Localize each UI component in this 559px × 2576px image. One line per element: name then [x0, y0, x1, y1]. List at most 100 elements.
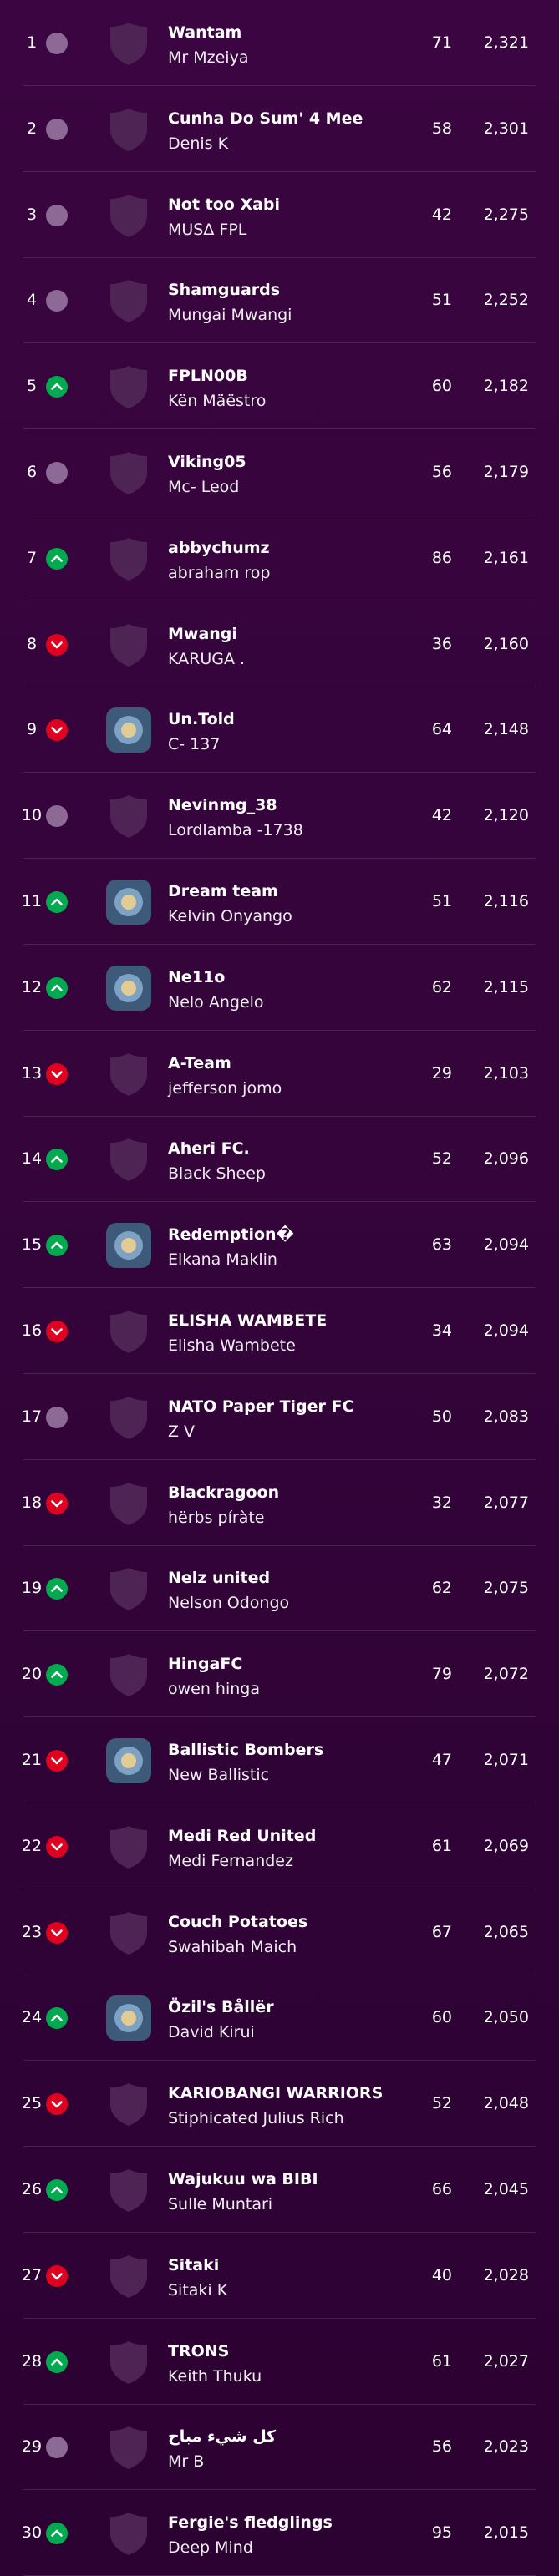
team-name[interactable]: Un.Told: [168, 710, 235, 729]
team-name[interactable]: Ne11o: [168, 967, 226, 986]
total-points: 2,094: [483, 1235, 529, 1255]
standing-row[interactable]: 3 Not too Xabi MUSΔ FPL 42 2,275: [0, 172, 559, 258]
team-name[interactable]: Mwangi: [168, 624, 237, 643]
team-name[interactable]: Fergie's fledglings: [168, 2513, 333, 2533]
standing-row[interactable]: 17 NATO Paper Tiger FC Z V 50 2,083: [0, 1374, 559, 1460]
team-name[interactable]: TRONS: [168, 2341, 230, 2360]
gameweek-points: 51: [431, 291, 452, 310]
team-name[interactable]: Nevinmg_38: [168, 796, 277, 815]
team-name[interactable]: كل شيء مباح: [168, 2427, 277, 2447]
team-badge: [106, 880, 151, 925]
total-points: 2,120: [483, 806, 529, 825]
standing-row[interactable]: 24 Özil's Bållër David Kirui 60 2,050: [0, 1975, 559, 2061]
total-points: 2,075: [483, 1579, 529, 1598]
rank: 15: [21, 1235, 43, 1255]
team-name[interactable]: Blackragoon: [168, 1483, 280, 1502]
manager-name: abraham rop: [168, 563, 271, 582]
standing-row[interactable]: 30 Fergie's fledglings Deep Mind 95 2,015: [0, 2490, 559, 2576]
gameweek-points: 32: [431, 1493, 452, 1512]
row-divider: [23, 1544, 536, 1546]
team-name[interactable]: Özil's Bållër: [168, 1998, 274, 2017]
standing-row[interactable]: 21 Ballistic Bombers New Ballistic 47 2,071: [0, 1717, 559, 1803]
gameweek-points: 79: [431, 1665, 452, 1684]
team-badge: [110, 2340, 147, 2384]
standing-row[interactable]: 14 Aheri FC. Black Sheep 52 2,096: [0, 1116, 559, 1203]
gameweek-points: 52: [431, 2094, 452, 2113]
total-points: 2,096: [483, 1149, 529, 1169]
total-points: 2,045: [483, 2180, 529, 2198]
manager-name: Elkana Maklin: [168, 1250, 277, 1270]
manager-name: Mungai Mwangi: [168, 306, 292, 325]
team-name[interactable]: ELISHA WAMBETE: [168, 1311, 328, 1330]
movement-same: [46, 204, 68, 226]
standing-row[interactable]: 12 Ne11o Nelo Angelo 62 2,115: [0, 945, 559, 1031]
movement-up: [46, 547, 68, 570]
team-name[interactable]: Viking05: [168, 453, 246, 471]
standing-row[interactable]: 4 Shamguards Mungai Mwangi 51 2,252: [0, 257, 559, 344]
standing-row[interactable]: 28 TRONS Keith Thuku 61 2,027: [0, 2319, 559, 2405]
gameweek-points: 36: [431, 634, 452, 653]
team-badge: [106, 1223, 151, 1269]
team-badge: [110, 537, 147, 581]
team-name[interactable]: Shamguards: [168, 281, 281, 300]
team-name[interactable]: Ballistic Bombers: [168, 1741, 324, 1759]
team-name[interactable]: A-Team: [168, 1053, 231, 1072]
team-name[interactable]: Couch Potatoes: [168, 1912, 308, 1931]
standing-row[interactable]: 6 Viking05 Mc- Leod 56 2,179: [0, 429, 559, 515]
team-name[interactable]: HingaFC: [168, 1655, 243, 1674]
standing-row[interactable]: 29 كل شيء مباح Mr B 56 2,023: [0, 2404, 559, 2491]
standing-row[interactable]: 7 abbychumz abraham rop 86 2,161: [0, 515, 559, 601]
movement-same: [46, 462, 68, 484]
team-name[interactable]: Not too Xabi: [168, 195, 281, 214]
standing-row[interactable]: 19 Nelz united Nelson Odongo 62 2,075: [0, 1545, 559, 1632]
manager-name: Deep Mind: [168, 2538, 253, 2558]
team-badge: [110, 23, 147, 65]
standing-row[interactable]: 1 Wantam Mr Mzeiya 71 2,321: [0, 0, 559, 86]
standing-row[interactable]: 26 Wajukuu wa BIBI Sulle Muntari 66 2,045: [0, 2147, 559, 2233]
row-divider: [23, 1716, 536, 1718]
total-points: 2,072: [483, 1665, 529, 1684]
standing-row[interactable]: 10 Nevinmg_38 Lordlamba -1738 42 2,120: [0, 773, 559, 860]
standing-row[interactable]: 13 A-Team jefferson jomo 29 2,103: [0, 1031, 559, 1117]
standing-row[interactable]: 11 Dream team Kelvin Onyango 51 2,116: [0, 859, 559, 945]
team-name[interactable]: Aheri FC.: [168, 1139, 250, 1159]
standing-row[interactable]: 9 Un.Told C- 137 64 2,148: [0, 687, 559, 773]
manager-name: Denis K: [168, 134, 229, 153]
movement-same: [46, 118, 68, 140]
team-name[interactable]: Medi Red United: [168, 1826, 317, 1845]
movement-up: [46, 376, 68, 398]
team-name[interactable]: Wantam: [168, 23, 242, 42]
standing-row[interactable]: 16 ELISHA WAMBETE Elisha Wambete 34 2,094: [0, 1288, 559, 1374]
team-name[interactable]: NATO Paper Tiger FC: [168, 1397, 354, 1416]
row-divider: [23, 858, 536, 860]
standing-row[interactable]: 8 Mwangi KARUGA . 36 2,160: [0, 601, 559, 687]
standing-row[interactable]: 23 Couch Potatoes Swahibah Maich 67 2,065: [0, 1889, 559, 1975]
row-divider: [23, 1201, 536, 1203]
standing-row[interactable]: 20 HingaFC owen hinga 79 2,072: [0, 1631, 559, 1718]
team-name[interactable]: Redemption�: [168, 1225, 294, 1245]
total-points: 2,094: [483, 1321, 529, 1340]
total-points: 2,103: [483, 1063, 529, 1083]
team-badge: [110, 2513, 147, 2556]
team-badge: [110, 1311, 147, 1353]
standing-row[interactable]: 25 KARIOBANGI WARRIORS Stiphicated Julius …: [0, 2061, 559, 2148]
team-name[interactable]: Sitaki: [168, 2255, 220, 2274]
team-name[interactable]: Nelz united: [168, 1569, 271, 1588]
standing-row[interactable]: 22 Medi Red United Medi Fernandez 61 2,069: [0, 1803, 559, 1889]
standing-row[interactable]: 2 Cunha Do Sum' 4 Mee Denis K 58 2,301: [0, 86, 559, 172]
standing-row[interactable]: 5 FPLN00B Kën Mäëstro 60 2,182: [0, 343, 559, 430]
team-name[interactable]: Cunha Do Sum' 4 Mee: [168, 109, 363, 128]
standing-row[interactable]: 18 Blackragoon hërbs píràte 32 2,077: [0, 1460, 559, 1546]
standing-row[interactable]: 27 Sitaki Sitaki K 40 2,028: [0, 2233, 559, 2319]
team-name[interactable]: Wajukuu wa BIBI: [168, 2170, 318, 2188]
team-name[interactable]: Dream team: [168, 882, 278, 900]
movement-up: [46, 1235, 68, 1257]
team-name[interactable]: abbychumz: [168, 538, 270, 557]
team-name[interactable]: KARIOBANGI WARRIORS: [168, 2084, 384, 2103]
team-badge: [110, 1911, 147, 1955]
standing-row[interactable]: 15 Redemption� Elkana Maklin 63 2,094: [0, 1202, 559, 1289]
team-name[interactable]: FPLN00B: [168, 367, 248, 386]
gameweek-points: 64: [431, 720, 452, 739]
rank: 19: [21, 1579, 43, 1598]
